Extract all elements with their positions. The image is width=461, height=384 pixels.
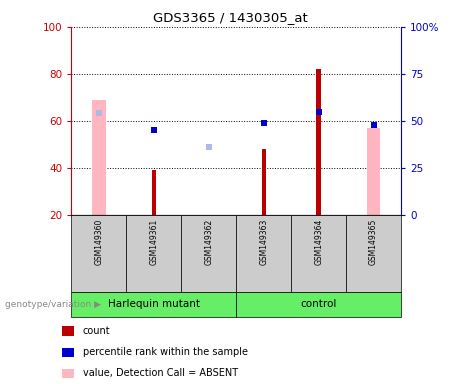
- Text: percentile rank within the sample: percentile rank within the sample: [83, 347, 248, 358]
- Text: GSM149362: GSM149362: [204, 219, 213, 265]
- Bar: [152, 170, 156, 215]
- Text: GDS3365 / 1430305_at: GDS3365 / 1430305_at: [153, 12, 308, 25]
- Text: GSM149360: GSM149360: [95, 219, 103, 265]
- Text: GSM149361: GSM149361: [149, 219, 159, 265]
- Text: GSM149363: GSM149363: [259, 219, 268, 265]
- Text: control: control: [301, 299, 337, 310]
- Bar: [367, 128, 380, 215]
- Text: count: count: [83, 326, 111, 336]
- Bar: [316, 69, 321, 215]
- Text: Harlequin mutant: Harlequin mutant: [108, 299, 200, 310]
- Text: GSM149365: GSM149365: [369, 219, 378, 265]
- Bar: [92, 100, 106, 215]
- Text: GSM149364: GSM149364: [314, 219, 323, 265]
- Text: genotype/variation ▶: genotype/variation ▶: [5, 300, 100, 309]
- Bar: [261, 149, 266, 215]
- Text: value, Detection Call = ABSENT: value, Detection Call = ABSENT: [83, 368, 238, 379]
